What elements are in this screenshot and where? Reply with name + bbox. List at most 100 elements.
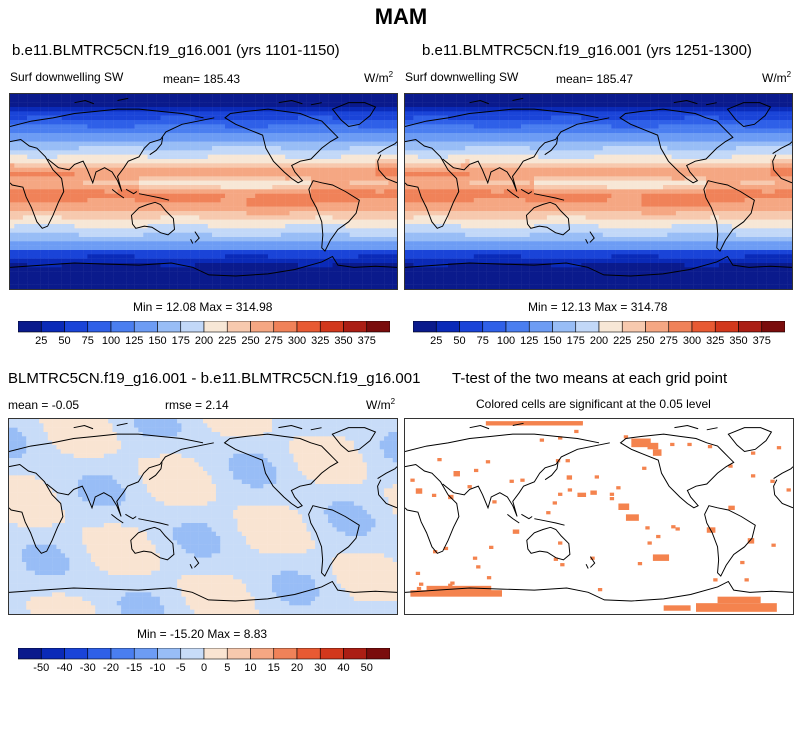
field-cell <box>422 133 427 138</box>
field-cell <box>581 107 586 112</box>
field-cell <box>10 133 15 138</box>
field-cell <box>289 133 295 138</box>
field-cell <box>478 133 483 138</box>
field-cell <box>538 128 543 134</box>
field-cell <box>126 228 131 233</box>
field-cell <box>319 198 325 203</box>
field-cell <box>319 98 325 103</box>
field-cell <box>65 189 71 194</box>
field-cell <box>302 276 307 281</box>
field-cell <box>117 250 123 255</box>
field-cell <box>190 154 196 160</box>
field-cell <box>212 115 217 121</box>
field-cell <box>366 267 372 272</box>
field-cell <box>371 133 376 138</box>
field-cell <box>147 228 153 233</box>
field-cell <box>126 254 131 259</box>
field-cell <box>263 159 269 164</box>
field-cell <box>186 98 191 103</box>
field-cell <box>263 102 269 108</box>
field-cell <box>160 176 166 181</box>
field-cell <box>268 189 273 194</box>
field-cell <box>311 193 316 199</box>
field-cell <box>298 276 303 281</box>
field-cell <box>91 232 97 238</box>
field-cell <box>53 176 58 181</box>
field-cell <box>546 111 552 116</box>
field-cell <box>242 206 247 212</box>
field-cell <box>156 159 161 164</box>
field-cell <box>375 219 381 225</box>
field-cell <box>113 219 118 225</box>
field-cell <box>268 263 273 268</box>
field-cell <box>212 137 217 142</box>
field-cell <box>417 128 423 134</box>
field-cell <box>173 228 178 233</box>
field-cell <box>246 224 252 229</box>
field-cell <box>220 189 226 194</box>
field-cell <box>212 154 217 160</box>
field-cell <box>259 107 264 112</box>
field-cell <box>164 224 170 229</box>
field-cell <box>319 263 325 268</box>
field-cell <box>658 124 664 129</box>
field-cell <box>14 202 19 207</box>
field-cell <box>341 219 346 225</box>
field-cell <box>74 163 80 168</box>
field-cell <box>121 276 127 281</box>
field-cell <box>366 245 372 251</box>
field-cell <box>57 202 62 207</box>
field-cell <box>96 189 101 194</box>
field-cell <box>151 215 157 220</box>
field-cell <box>349 137 355 142</box>
field-cell <box>35 124 41 129</box>
field-cell <box>91 228 97 233</box>
field-cell <box>53 111 58 116</box>
field-cell <box>121 280 127 285</box>
field-cell <box>384 206 389 212</box>
field-cell <box>371 124 376 129</box>
field-cell <box>311 102 316 108</box>
field-cell <box>237 150 243 155</box>
field-cell <box>139 172 144 177</box>
field-cell <box>598 107 604 112</box>
field-cell <box>422 94 427 99</box>
field-cell <box>242 154 247 160</box>
field-cell <box>130 202 135 207</box>
field-cell <box>27 176 32 181</box>
field-cell <box>779 107 784 112</box>
field-cell <box>641 115 647 121</box>
field-cell <box>134 141 140 147</box>
field-cell <box>61 133 67 138</box>
field-cell <box>268 120 273 125</box>
field-cell <box>255 215 260 220</box>
field-cell <box>207 107 213 112</box>
field-cell <box>10 211 15 216</box>
field-cell <box>169 102 174 108</box>
field-cell <box>341 202 346 207</box>
field-cell <box>405 98 410 103</box>
field-cell <box>289 146 295 151</box>
field-cell <box>620 133 625 138</box>
field-cell <box>70 271 75 277</box>
field-cell <box>272 219 277 225</box>
field-cell <box>469 133 475 138</box>
field-cell <box>139 137 144 142</box>
field-cell <box>14 198 19 203</box>
field-cell <box>65 128 71 134</box>
field-cell <box>714 133 720 138</box>
field-cell <box>315 219 320 225</box>
field-cell <box>233 172 239 177</box>
field-cell <box>358 115 363 121</box>
field-cell <box>44 193 49 199</box>
field-cell <box>572 124 578 129</box>
field-cell <box>53 159 58 164</box>
field-cell <box>272 154 277 160</box>
field-cell <box>551 120 556 125</box>
field-cell <box>358 250 363 255</box>
field-cell <box>96 224 101 229</box>
field-cell <box>280 167 286 173</box>
field-cell <box>225 271 230 277</box>
field-cell <box>744 120 750 125</box>
field-cell <box>250 107 256 112</box>
